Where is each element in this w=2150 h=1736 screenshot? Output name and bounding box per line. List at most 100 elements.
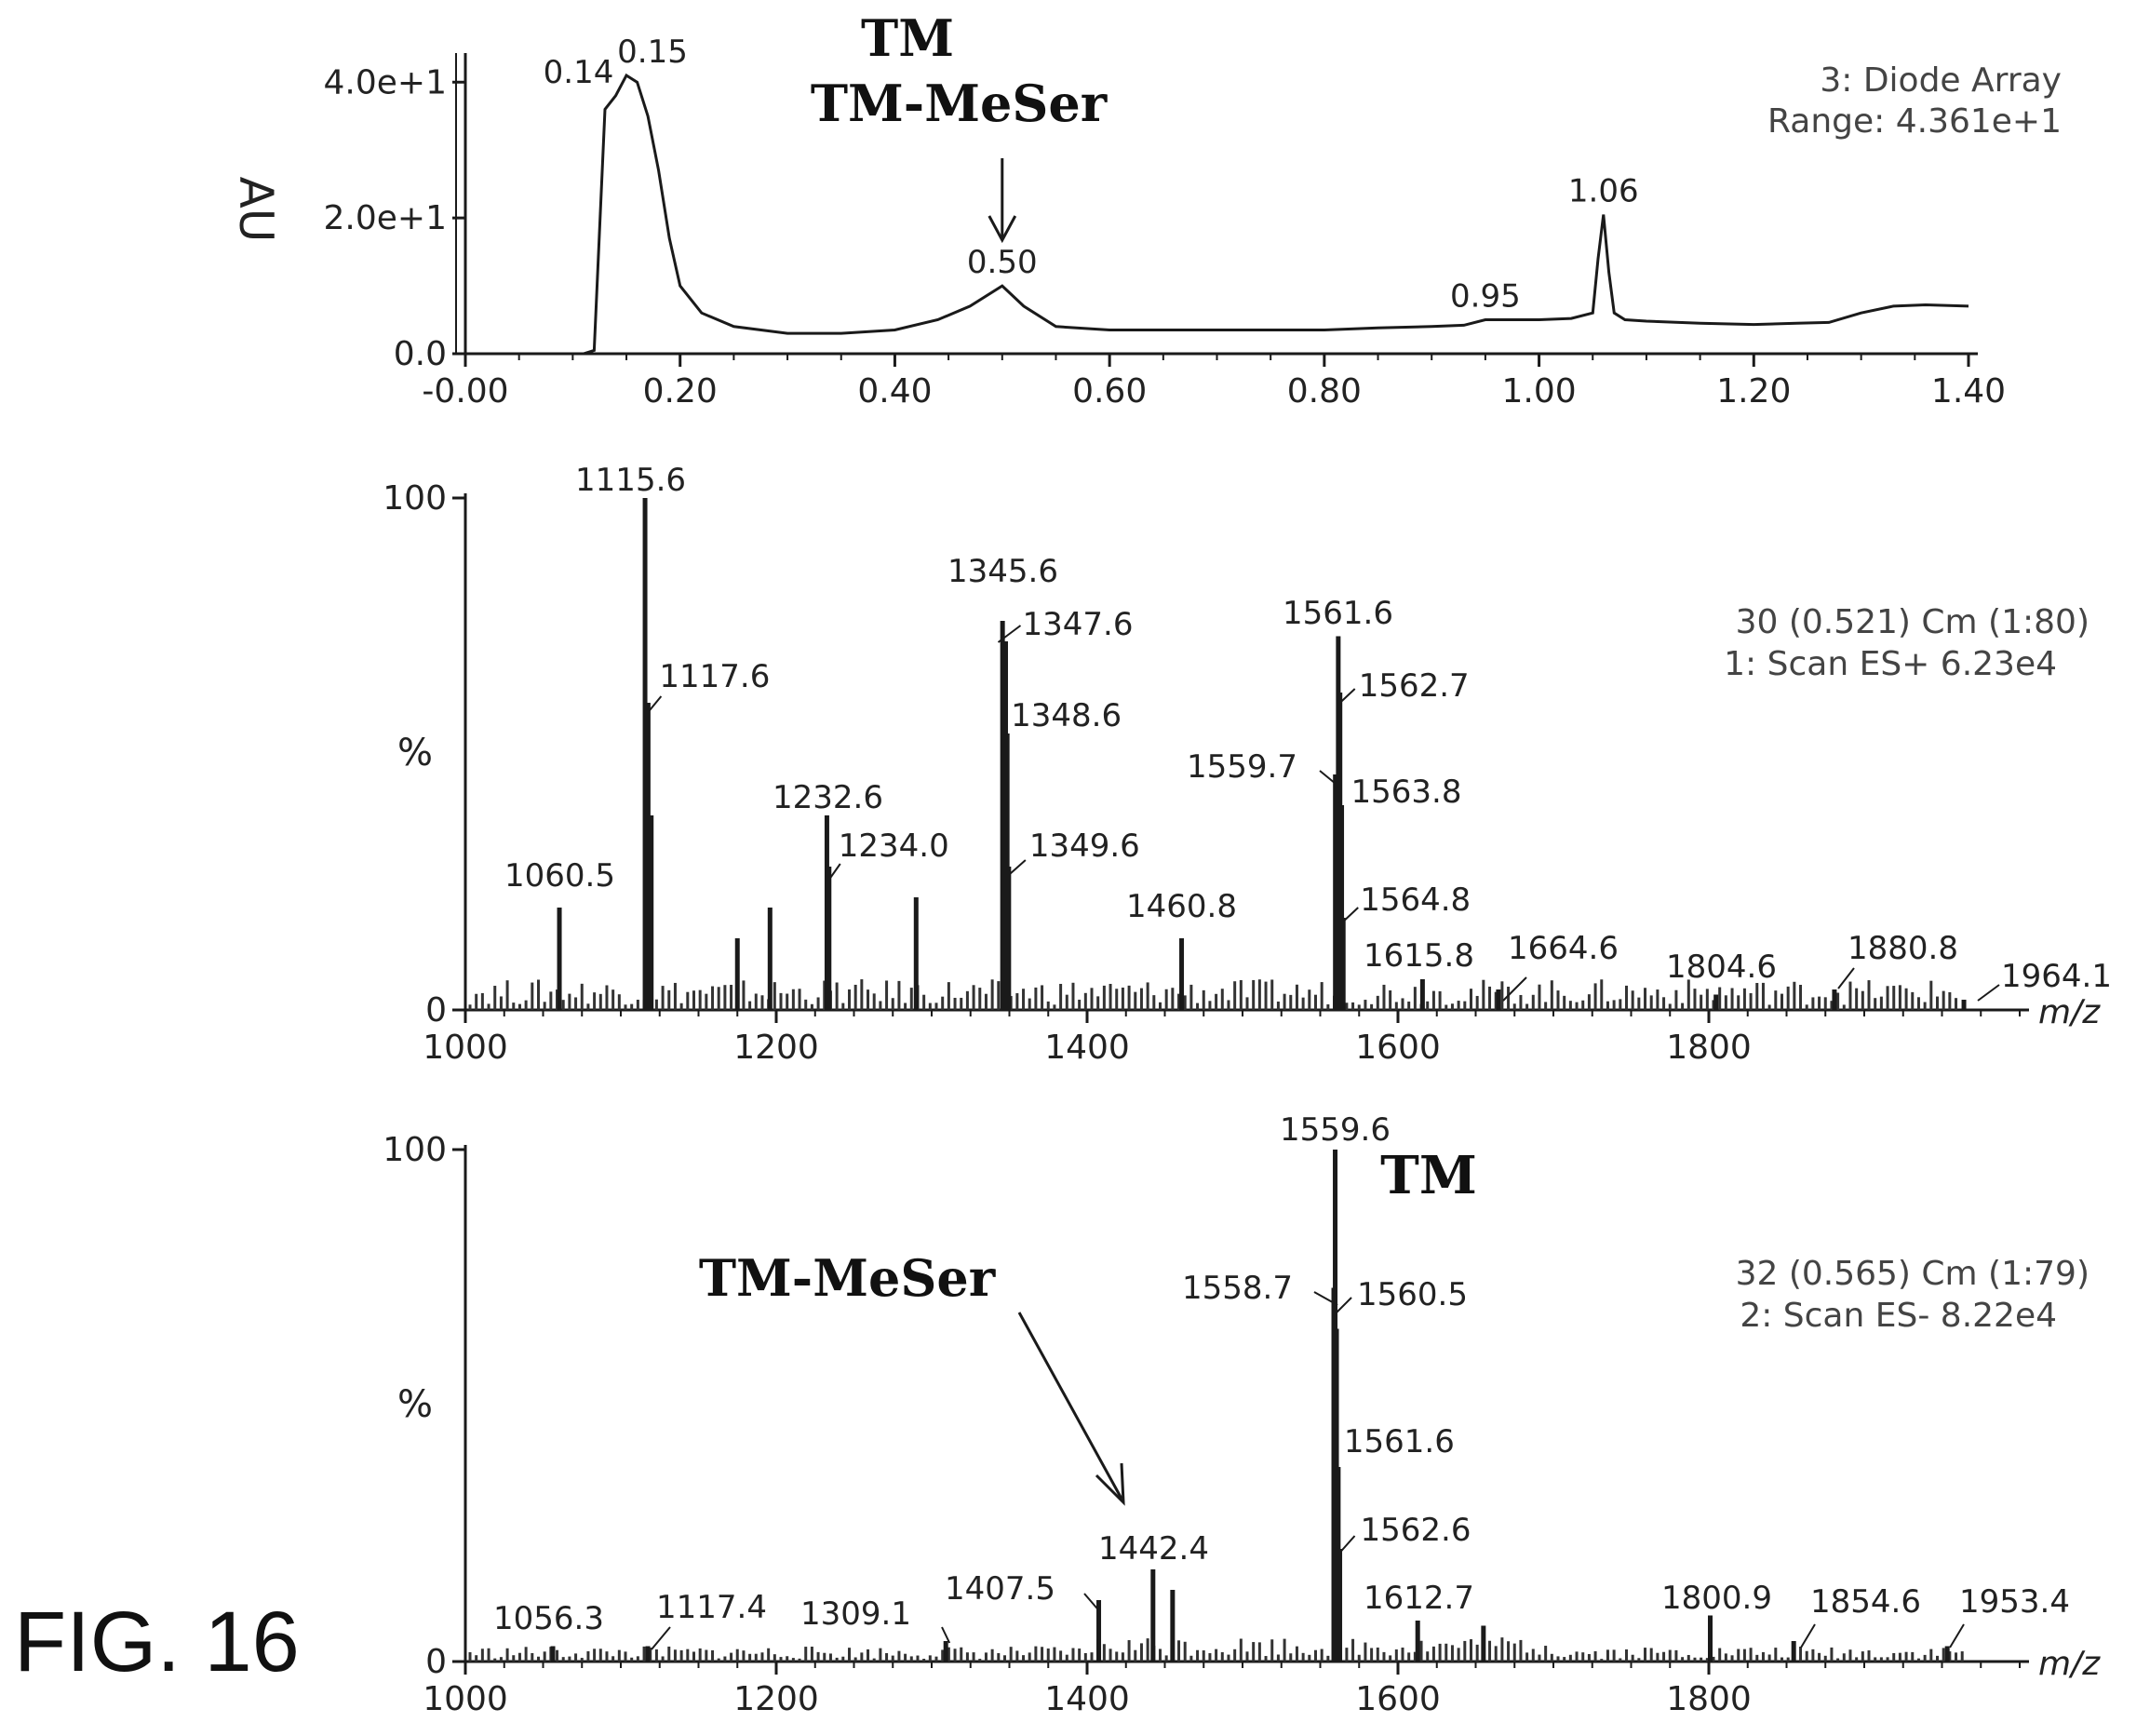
x-tick-label: 1200 xyxy=(733,1680,819,1718)
negative-spectrum-panel: 1000 1200 1400 1600 1800 0 100% m/z 32 (0.565) C… xyxy=(383,1111,2101,1718)
peak-label: 0.50 xyxy=(967,244,1038,281)
x-tick-label: 1000 xyxy=(423,1680,508,1718)
x-tick-label: 0.80 xyxy=(1287,372,1362,410)
label-leader xyxy=(1008,859,1027,876)
y-axis-label: % xyxy=(397,1383,433,1426)
label-leader xyxy=(1342,907,1359,922)
label-leader xyxy=(1837,967,1855,989)
label-leader xyxy=(1319,770,1340,787)
info-line: 3: Diode Array xyxy=(1820,61,2062,100)
peak-label: 1407.5 xyxy=(945,1570,1055,1608)
x-tick-label: -0.00 xyxy=(422,372,508,410)
x-axis-label: m/z xyxy=(2038,993,2101,1031)
x-tick-label: 1400 xyxy=(1044,1680,1130,1718)
y-tick-label: 2.0e+1 xyxy=(324,199,447,237)
peak-label: 1800.9 xyxy=(1661,1580,1772,1617)
peak-label: 1117.6 xyxy=(659,658,770,695)
peak-label: 1612.7 xyxy=(1364,1580,1474,1617)
peak-label: 1.06 xyxy=(1568,172,1639,209)
x-tick-label: 1.00 xyxy=(1501,372,1576,410)
annotation-title: TM xyxy=(861,8,954,68)
peak-label: 1460.8 xyxy=(1126,888,1237,925)
peak-label: 1880.8 xyxy=(1848,930,1958,967)
y-tick-label: 0 xyxy=(425,991,447,1029)
peak-label: 1562.6 xyxy=(1361,1512,1471,1549)
label-leader xyxy=(1502,976,1527,1002)
peak-label: 1563.8 xyxy=(1351,774,1462,811)
peak-label: 1561.6 xyxy=(1283,595,1393,632)
x-tick-label: 1400 xyxy=(1044,1029,1130,1067)
label-leader xyxy=(1313,1291,1338,1306)
peak-label: 1060.5 xyxy=(504,857,615,895)
peak-label: 1442.4 xyxy=(1098,1530,1209,1568)
y-tick-label: 100 xyxy=(383,479,447,518)
x-tick-label: 1000 xyxy=(423,1029,508,1067)
peak-label: 1664.6 xyxy=(1508,930,1619,967)
x-tick-label: 0.60 xyxy=(1072,372,1147,410)
x-axis-label: m/z xyxy=(2038,1645,2101,1683)
label-leader xyxy=(647,695,663,713)
label-leader xyxy=(1338,1535,1356,1554)
label-leader xyxy=(827,863,841,881)
peak-label: 1232.6 xyxy=(773,779,883,816)
peak-label: 0.14 xyxy=(544,54,614,91)
peak-label: 1117.4 xyxy=(656,1589,767,1626)
x-tick-label: 0.40 xyxy=(857,372,932,410)
label-leader xyxy=(1336,1297,1352,1313)
peak-label: 1234.0 xyxy=(839,828,949,865)
peak-label: 1561.6 xyxy=(1344,1423,1455,1460)
x-tick-label: 1800 xyxy=(1666,1029,1752,1067)
annotation-tm-meser: TM-MeSer xyxy=(699,1248,996,1308)
chromatogram-panel: -0.00 0.20 0.40 0.60 0.80 1.00 1.20 1.40 0.0 2.0e… xyxy=(229,8,2062,410)
annotation-title: TM-MeSer xyxy=(811,74,1108,133)
peak-label: 1349.6 xyxy=(1029,828,1140,865)
peak-label: 1854.6 xyxy=(1810,1583,1921,1621)
y-tick-label: 0 xyxy=(425,1643,447,1681)
label-leader xyxy=(997,625,1022,643)
y-tick-label: 0.0 xyxy=(394,335,447,373)
annotation-arrow xyxy=(1017,1312,1123,1500)
info-line: 1: Scan ES+ 6.23e4 xyxy=(1724,645,2057,683)
peak-label: 0.95 xyxy=(1450,278,1521,316)
label-leader xyxy=(1083,1593,1100,1611)
info-line: 2: Scan ES- 8.22e4 xyxy=(1740,1297,2057,1335)
info-line: Range: 4.361e+1 xyxy=(1767,102,2062,141)
label-leader xyxy=(1339,688,1356,704)
y-tick-label: 100 xyxy=(383,1131,447,1169)
y-axis-label: AU xyxy=(229,177,283,243)
x-tick-label: 1.40 xyxy=(1931,372,2006,410)
peak-label: 1558.7 xyxy=(1182,1270,1293,1307)
peak-label: 1559.6 xyxy=(1280,1111,1391,1149)
chromatogram-trace xyxy=(465,73,1969,356)
peak-label: 1115.6 xyxy=(575,462,686,499)
figure-label: FIG. 16 xyxy=(14,1595,300,1689)
label-leader xyxy=(651,1626,671,1650)
label-leader xyxy=(941,1626,951,1644)
x-tick-label: 1.20 xyxy=(1716,372,1791,410)
peak-label: 1964.1 xyxy=(2001,958,2112,995)
peak-label: 1347.6 xyxy=(1022,606,1133,643)
peak-label: 1564.8 xyxy=(1360,881,1471,919)
x-tick-label: 1800 xyxy=(1666,1680,1752,1718)
x-tick-label: 1200 xyxy=(733,1029,819,1067)
label-leader xyxy=(1800,1623,1816,1649)
x-tick-label: 0.20 xyxy=(643,372,718,410)
y-tick-label: 4.0e+1 xyxy=(324,63,447,101)
peak-label: 1345.6 xyxy=(947,553,1058,590)
peak-label: 0.15 xyxy=(617,34,688,71)
peak-label: 1559.7 xyxy=(1187,748,1297,786)
peak-label: 1560.5 xyxy=(1357,1276,1468,1313)
info-line: 32 (0.565) Cm (1:79) xyxy=(1736,1255,2090,1293)
peak-label: 1309.1 xyxy=(800,1595,911,1633)
peak-label: 1562.7 xyxy=(1359,667,1470,705)
y-axis-label: % xyxy=(397,732,433,774)
peak-label: 1056.3 xyxy=(493,1600,604,1637)
annotation-arrowhead xyxy=(988,215,1017,244)
peak-label: 1348.6 xyxy=(1011,697,1122,734)
peak-label: 1804.6 xyxy=(1666,949,1777,986)
label-leader xyxy=(1949,1623,1965,1649)
peak-label: 1615.8 xyxy=(1364,937,1474,975)
peak-label: 1953.4 xyxy=(1959,1583,2070,1621)
